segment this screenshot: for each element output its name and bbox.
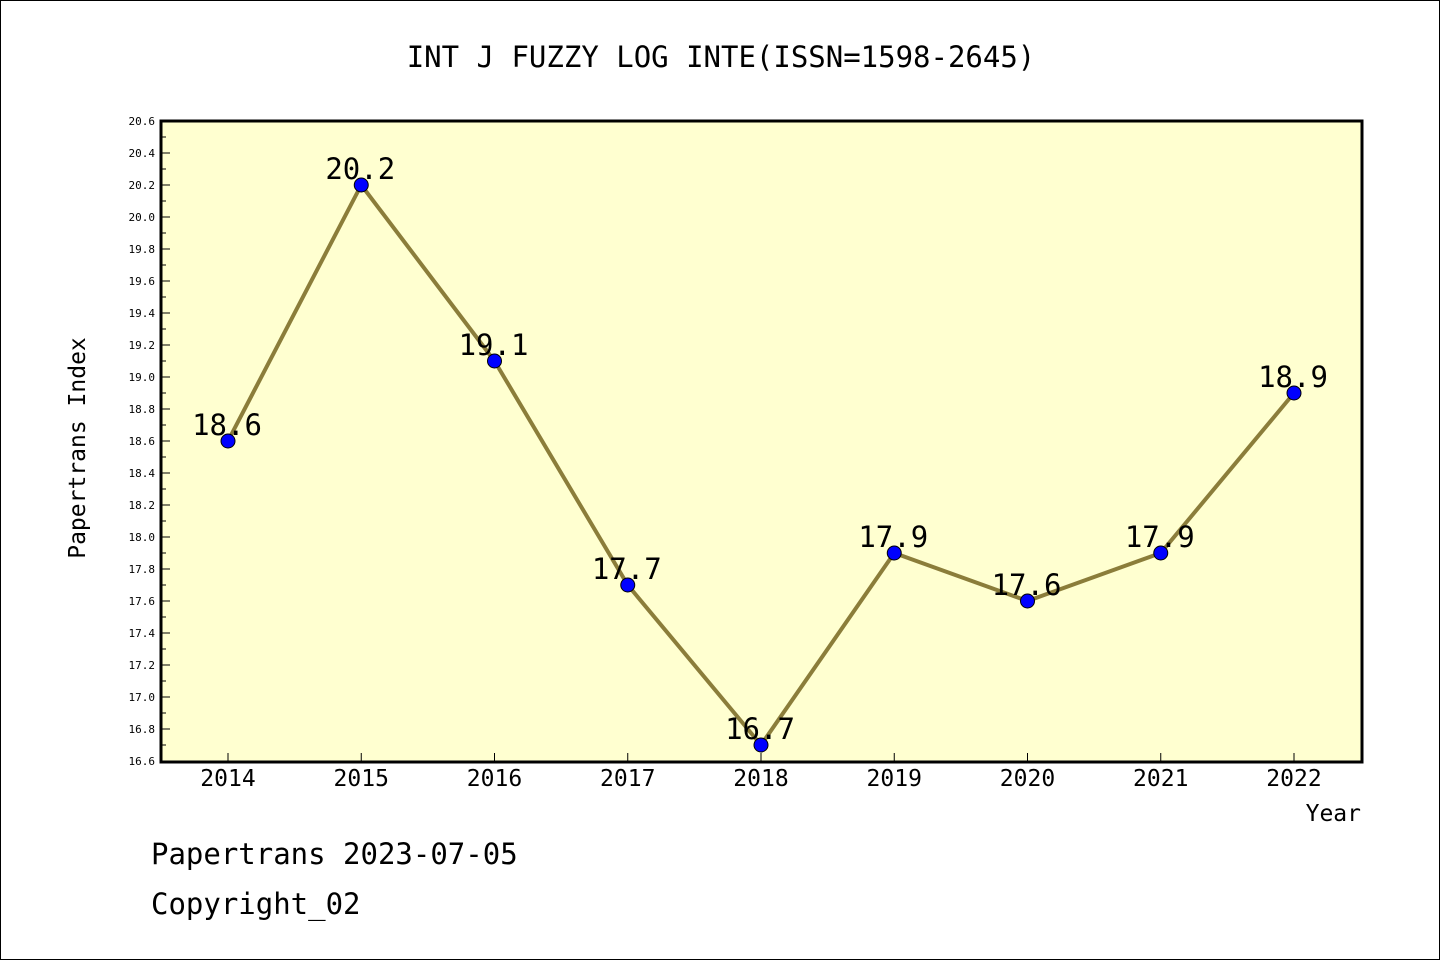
y-tick-label: 19.8 [129, 243, 156, 256]
x-tick-label: 2018 [733, 766, 788, 792]
data-label: 20.2 [325, 152, 395, 186]
data-label: 17.9 [1125, 520, 1195, 554]
y-tick-label: 16.6 [129, 755, 156, 768]
y-tick-label: 20.0 [129, 211, 156, 224]
y-axis-label: Papertrans Index [65, 337, 91, 559]
y-tick-label: 19.4 [129, 307, 156, 320]
chart-title: INT J FUZZY LOG INTE(ISSN=1598-2645) [407, 40, 1036, 74]
y-tick-label: 19.2 [129, 339, 156, 352]
data-point [1286, 385, 1302, 401]
x-axis: 2014 2015 2016 2017 2018 2019 2020 2021 2022 [200, 753, 1322, 792]
plot-area [159, 119, 1364, 764]
series-points [220, 177, 1302, 753]
data-labels: 18.6 20.2 19.1 17.7 16.7 17.9 17.6 17.9 18.9 [192, 152, 1328, 746]
y-axis: 16.6 16.8 17.0 17.2 17.4 17.6 17.8 18.0 18.2 18.4… [129, 115, 170, 768]
footer-copyright: Copyright_02 [151, 887, 361, 921]
y-tick-label: 16.8 [129, 723, 156, 736]
x-tick-label: 2021 [1133, 766, 1188, 792]
y-tick-label: 18.6 [129, 435, 156, 448]
y-tick-label: 17.2 [129, 659, 156, 672]
y-tick-label: 18.4 [129, 467, 156, 480]
data-point [886, 545, 902, 561]
x-axis-label: Year [1306, 801, 1361, 827]
y-tick-label: 17.0 [129, 691, 156, 704]
x-tick-label: 2014 [200, 766, 255, 792]
x-tick-label: 2020 [1000, 766, 1055, 792]
data-point [487, 353, 502, 369]
y-tick-label: 20.6 [129, 115, 156, 128]
y-tick-label: 18.8 [129, 403, 156, 416]
y-tick-label: 18.2 [129, 499, 156, 512]
data-label: 17.7 [592, 552, 662, 586]
footer-date: Papertrans 2023-07-05 [151, 837, 518, 871]
y-tick-label: 17.4 [129, 627, 156, 640]
y-tick-label: 19.0 [129, 371, 156, 384]
x-tick-label: 2015 [334, 766, 389, 792]
data-label: 19.1 [459, 328, 529, 362]
y-tick-label: 19.6 [129, 275, 156, 288]
data-point [220, 433, 236, 449]
data-label: 17.6 [992, 568, 1062, 602]
data-point [353, 177, 369, 193]
x-tick-label: 2016 [467, 766, 522, 792]
data-point [620, 577, 636, 593]
data-point [753, 737, 769, 753]
x-tick-label: 2022 [1266, 766, 1321, 792]
y-tick-label: 20.2 [129, 179, 156, 192]
y-tick-label: 18.0 [129, 531, 156, 544]
data-label: 18.6 [192, 408, 262, 442]
y-tick-label: 20.4 [129, 147, 156, 160]
data-label: 18.9 [1258, 360, 1328, 394]
data-point [1153, 545, 1169, 561]
data-label: 17.9 [858, 520, 928, 554]
data-label: 16.7 [725, 712, 795, 746]
x-tick-label: 2017 [600, 766, 655, 792]
x-tick-label: 2019 [867, 766, 922, 792]
data-point [1020, 593, 1035, 609]
y-tick-label: 17.6 [129, 595, 156, 608]
y-tick-label: 17.8 [129, 563, 156, 576]
